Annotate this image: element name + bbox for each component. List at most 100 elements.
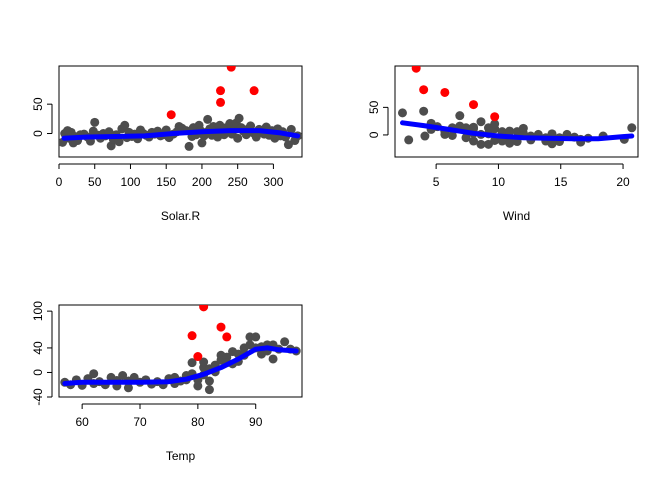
point (461, 133, 471, 143)
x-tick-label: 90 (249, 415, 263, 429)
plot-frame (58, 65, 303, 158)
point (505, 138, 515, 148)
point (268, 354, 278, 364)
point (547, 139, 557, 149)
panel-temp: 60 70 80 90 -40 0 40 100 Temp (31, 301, 303, 463)
point (199, 357, 209, 367)
y-tick-label: 0 (367, 131, 381, 138)
smooth-line (400, 120, 635, 142)
point (476, 117, 486, 127)
point (187, 358, 197, 368)
panel-solar-r: 0 50 100 150 200 250 300 0 50 Solar.R (31, 65, 303, 223)
point (455, 111, 465, 121)
panel-wind: 5 10 15 20 0 50 Wind (367, 65, 639, 223)
outlier-point (469, 100, 479, 110)
point (280, 337, 290, 347)
data-layer (397, 66, 637, 149)
point (397, 108, 407, 118)
point (286, 124, 296, 134)
point (203, 114, 213, 124)
point (204, 376, 214, 386)
x-tick-label: 15 (554, 175, 568, 189)
point (233, 133, 243, 143)
point (114, 137, 124, 147)
x-tick-label: 0 (56, 175, 63, 189)
outlier-point (226, 66, 236, 72)
x-tick-label: 60 (75, 415, 89, 429)
x-tick-label: 250 (228, 175, 248, 189)
x-axis-label: Wind (503, 209, 530, 223)
point (197, 138, 207, 148)
point (447, 130, 457, 140)
outlier-point (216, 97, 226, 107)
point (490, 119, 500, 129)
x-axis-label: Temp (166, 449, 196, 463)
point (404, 135, 414, 145)
y-tick-label: 0 (31, 369, 45, 376)
data-layer (59, 66, 302, 151)
outlier-point (193, 352, 203, 362)
outlier-point (216, 322, 226, 332)
point (104, 127, 114, 137)
point (204, 385, 214, 395)
x-tick-label: 20 (616, 175, 630, 189)
y-axis: 0 50 (367, 100, 389, 138)
x-tick-label: 70 (133, 415, 147, 429)
point (469, 136, 479, 146)
outlier-point (187, 331, 197, 341)
x-axis: 0 50 100 150 200 250 300 (56, 163, 284, 189)
x-axis: 60 70 80 90 (75, 403, 263, 429)
x-tick-label: 200 (192, 175, 212, 189)
outlier-point (411, 66, 421, 73)
outlier-point (490, 112, 500, 122)
y-tick-label: 50 (367, 100, 381, 114)
outlier-point (199, 305, 209, 312)
outlier-point (249, 86, 259, 96)
outlier-point (222, 332, 232, 342)
point (251, 132, 261, 142)
x-tick-label: 10 (492, 175, 506, 189)
x-tick-label: 100 (120, 175, 140, 189)
point (120, 120, 130, 130)
smooth-line (62, 345, 299, 386)
point (419, 106, 429, 116)
x-tick-label: 80 (191, 415, 205, 429)
x-tick-label: 50 (88, 175, 102, 189)
point (251, 332, 261, 342)
x-tick-label: 300 (263, 175, 283, 189)
x-tick-label: 150 (156, 175, 176, 189)
y-tick-label: 40 (31, 341, 45, 355)
point (184, 141, 194, 151)
data-layer (60, 305, 301, 395)
point (118, 371, 128, 381)
outlier-point (440, 87, 450, 97)
point (476, 139, 486, 149)
y-axis: 0 50 (31, 97, 53, 137)
point (505, 126, 515, 136)
smooth-line (61, 128, 301, 141)
y-axis: -40 0 40 100 (31, 301, 53, 406)
point (89, 369, 99, 379)
point (627, 123, 637, 133)
point (518, 123, 528, 133)
point (225, 119, 235, 129)
x-tick-label: 5 (433, 175, 440, 189)
outlier-point (419, 85, 429, 95)
x-axis: 5 10 15 20 (433, 163, 630, 189)
y-tick-label: 50 (31, 97, 45, 111)
y-tick-label: 100 (31, 301, 45, 321)
point (123, 383, 133, 393)
plot-frame (58, 304, 303, 398)
x-axis-label: Solar.R (161, 209, 201, 223)
outlier-point (166, 110, 176, 120)
outlier-point (216, 86, 226, 96)
point (420, 131, 430, 141)
point (234, 113, 244, 123)
point (193, 381, 203, 391)
y-tick-label: 0 (31, 130, 45, 137)
point (283, 140, 293, 150)
y-tick-label: -40 (31, 388, 45, 406)
point (90, 117, 100, 127)
plot-frame (394, 65, 639, 158)
